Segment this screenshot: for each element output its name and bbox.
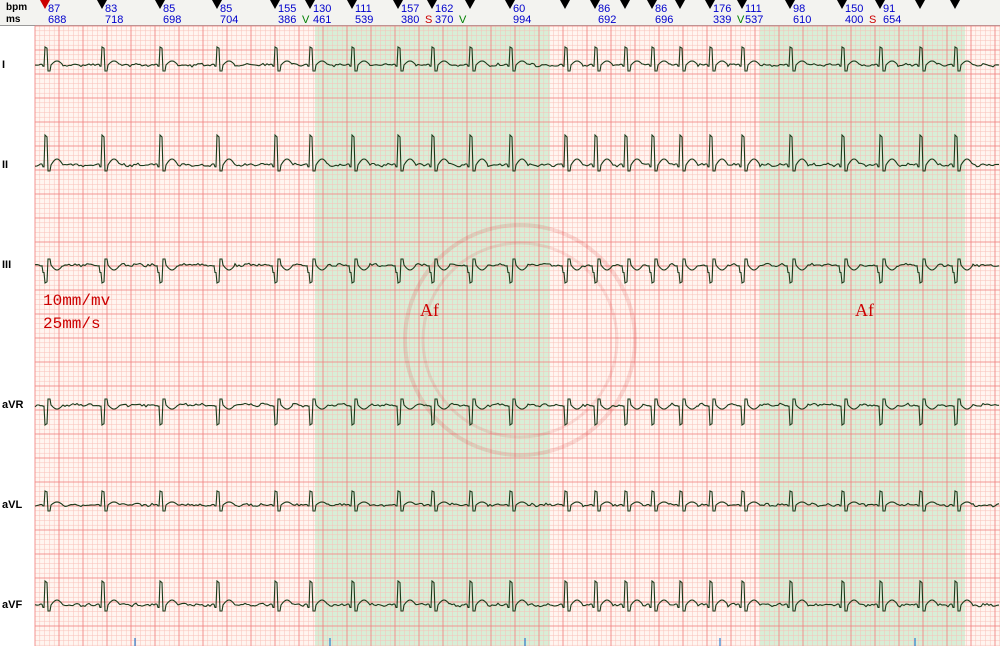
calibration-speed: 25mm/s: [43, 315, 101, 333]
calibration-gain: 10mm/mv: [43, 292, 110, 310]
af-annotation: Af: [420, 300, 439, 321]
af-annotation: Af: [855, 300, 874, 321]
ecg-chart: [0, 0, 1000, 653]
